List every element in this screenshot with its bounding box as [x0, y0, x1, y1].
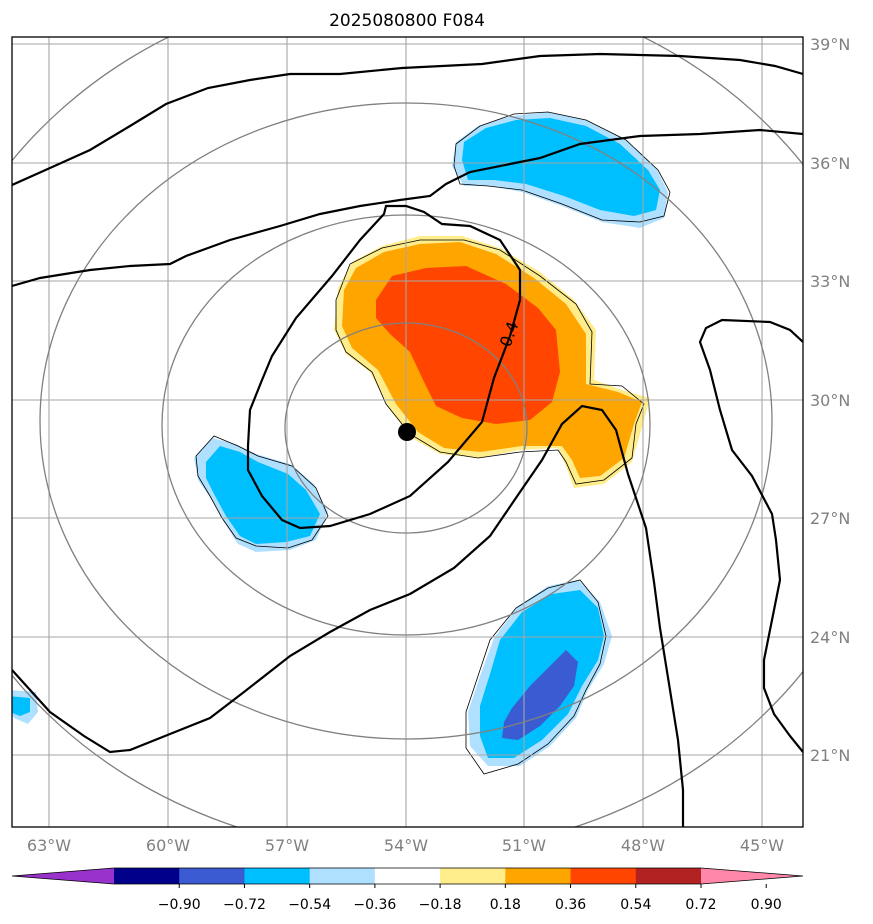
y-tick-label: 27°N — [810, 509, 850, 528]
y-tick-label: 33°N — [810, 272, 850, 291]
range-ring-9 — [39, 102, 773, 740]
negative-north-medium — [462, 118, 660, 216]
y-tick-label: 24°N — [810, 628, 850, 647]
x-tick-label: 51°W — [502, 836, 546, 855]
y-tick-label: 39°N — [810, 35, 850, 54]
x-tick-label: 48°W — [621, 836, 665, 855]
colorbar-tick-label: −0.18 — [419, 897, 462, 913]
thick-contour-lines — [12, 52, 803, 827]
center-marker — [398, 423, 416, 441]
colorbar-segment — [570, 868, 637, 884]
range-rings — [12, 37, 803, 827]
chart-title: 2025080800 F084 — [329, 11, 485, 31]
colorbar-tick-label: −0.54 — [288, 897, 331, 913]
x-tick-label: 54°W — [384, 836, 428, 855]
thin-contour-lines — [195, 111, 671, 775]
colorbar-segment — [635, 868, 702, 884]
contour-southwest — [12, 404, 685, 827]
colorbar: −0.90 −0.72 −0.54 −0.36 −0.18 0.18 0.36 0.54 0.7… — [11, 867, 804, 913]
field-shading — [12, 112, 668, 766]
thin-contour-positive — [335, 239, 645, 485]
contour-east — [698, 318, 803, 753]
thin-contour-west — [195, 435, 329, 549]
colorbar-tick-label: 0.72 — [685, 897, 716, 913]
thin-contour-north — [453, 111, 671, 223]
colorbar-segment — [114, 868, 180, 884]
y-tick-label: 36°N — [810, 154, 850, 173]
colorbar-segment — [179, 868, 245, 884]
negative-west-medium — [206, 446, 320, 544]
colorbar-tick-label: 0.54 — [620, 897, 651, 913]
range-ring-6 — [161, 214, 651, 636]
colorbar-segment — [374, 868, 441, 884]
colorbar-tick-label: −0.90 — [158, 897, 201, 913]
y-tick-label: 21°N — [810, 746, 850, 765]
negative-south-strong — [502, 650, 578, 740]
colorbar-outline — [11, 867, 804, 885]
contour-center-loop — [246, 204, 522, 530]
colorbar-extend-high — [701, 868, 803, 884]
x-tick-label: 60°W — [146, 836, 190, 855]
x-tick-labels: 63°W 60°W 57°W 54°W 51°W 48°W 45°W — [27, 836, 784, 855]
y-tick-label: 30°N — [810, 391, 850, 410]
colorbar-segment — [244, 868, 311, 884]
colorbar-tick-label: −0.72 — [223, 897, 266, 913]
colorbar-tick-label: −0.36 — [353, 897, 396, 913]
negative-edge-medium — [12, 696, 30, 716]
range-ring-3 — [284, 322, 528, 534]
colorbar-tick-label: 0.18 — [490, 897, 521, 913]
thin-contour-south — [465, 579, 607, 775]
gridlines — [12, 37, 803, 827]
x-tick-label: 57°W — [265, 836, 309, 855]
colorbar-segment — [505, 868, 572, 884]
colorbar-segment — [440, 868, 506, 884]
contour-north-1 — [12, 52, 803, 187]
colorbar-tick-label: 0.36 — [555, 897, 586, 913]
x-tick-label: 45°W — [740, 836, 784, 855]
map-area: 0.4 — [12, 37, 803, 827]
colorbar-segment — [309, 868, 376, 884]
colorbar-tick-label: 0.90 — [751, 897, 782, 913]
contour-north-2 — [12, 128, 803, 288]
y-tick-labels: 39°N 36°N 33°N 30°N 27°N 24°N 21°N — [810, 35, 850, 765]
colorbar-extend-low — [12, 868, 114, 884]
map-frame — [11, 36, 804, 828]
x-tick-label: 63°W — [27, 836, 71, 855]
positive-strong-contour — [376, 266, 560, 424]
